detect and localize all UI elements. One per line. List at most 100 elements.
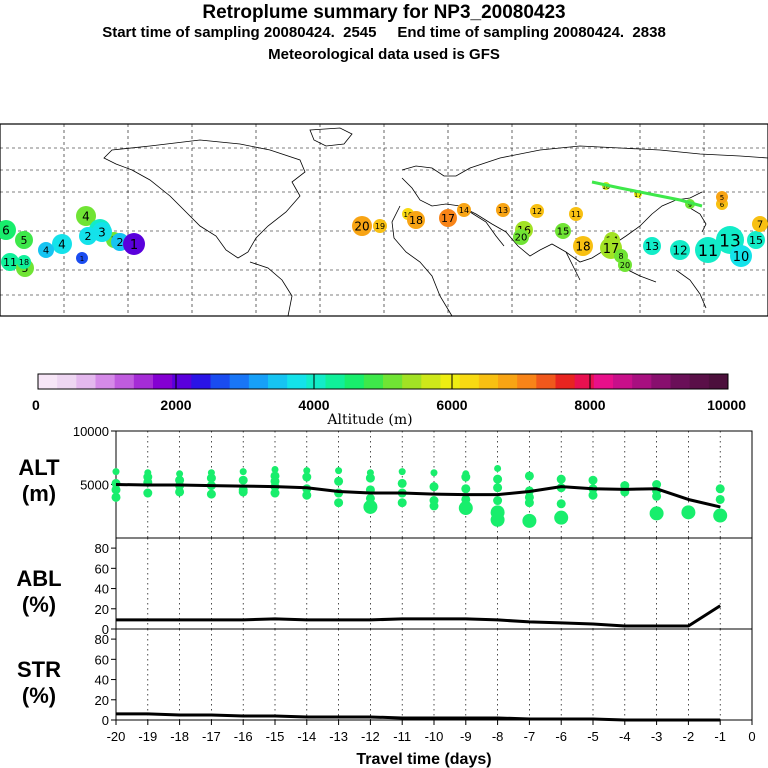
trajectory-day-label: 18 — [409, 214, 423, 227]
altitude-point — [363, 499, 378, 514]
trajectory-marker — [373, 219, 387, 233]
altitude-point — [494, 464, 502, 472]
trajectory-marker — [123, 233, 145, 255]
altitude-point — [176, 470, 184, 478]
met-data-label: Meteorological data used is GFS — [268, 46, 500, 63]
trajectory-day-label: 4 — [43, 246, 49, 257]
trajectory-day-label: 8 — [618, 252, 623, 261]
y-tick-label: 5000 — [80, 478, 109, 493]
trajectory-day-label: 5 — [720, 194, 724, 202]
end-time-label: End time of sampling 20080424. 2838 — [397, 24, 666, 41]
colorbar-tick-label: 8000 — [574, 397, 605, 413]
trajectory-marker — [513, 229, 529, 245]
y-tick-label: 60 — [95, 652, 109, 667]
altitude-point — [715, 494, 725, 504]
trajectory-day-label: 6 — [720, 201, 725, 209]
altitude-point — [490, 512, 505, 527]
y-tick-label: 10000 — [73, 424, 109, 439]
trajectory-day-label: 3 — [98, 226, 106, 240]
trajectory-day-label: 1 — [130, 238, 138, 253]
altitude-point — [461, 472, 471, 482]
trajectory-day-label: 20 — [515, 233, 528, 244]
y-tick-label: 0 — [102, 713, 109, 728]
colorbar-swatch — [344, 374, 365, 389]
coastlines — [103, 127, 768, 317]
trajectory-marker — [573, 236, 593, 256]
panel-altitude: 5000 10000 ALT(m) — [18, 424, 753, 539]
altitude-point — [493, 496, 503, 506]
trajectory-marker — [643, 237, 661, 255]
start-time-label: Start time of sampling 20080424. 2545 — [102, 24, 377, 41]
altitude-point — [206, 473, 216, 483]
colorbar-title: Altitude (m) — [326, 412, 412, 428]
trajectory-day-label: 5 — [21, 234, 28, 247]
colorbar-tick-label: 0 — [32, 397, 40, 413]
altitude-point — [175, 487, 185, 497]
trajectory-day-label: 7 — [757, 220, 763, 231]
altitude-point — [111, 492, 121, 502]
altitude-point — [238, 487, 248, 497]
x-tick-label: -1 — [714, 729, 726, 744]
x-tick-label: -8 — [492, 729, 504, 744]
colorbar-swatch — [555, 374, 576, 389]
x-tick-label: -19 — [138, 729, 157, 744]
y-tick-label: 20 — [95, 602, 109, 617]
trajectory-day-label: 20 — [620, 261, 630, 270]
trajectory-marker — [17, 255, 31, 269]
trajectory-marker — [439, 209, 457, 227]
colorbar-tick-labels: 0 2000 4000 6000 8000 10000 — [32, 374, 746, 413]
trajectory-path — [591, 180, 703, 208]
trajectory-marker — [496, 203, 510, 217]
colorbar-swatch — [383, 374, 403, 389]
altitude-point — [430, 469, 438, 477]
y-axis-label: STR — [17, 657, 61, 682]
x-tick-label: -20 — [107, 729, 126, 744]
trajectory-day-label: 17 — [634, 192, 642, 199]
colorbar-swatch — [133, 374, 154, 389]
altitude-point — [524, 471, 534, 481]
colorbar-swatch — [517, 374, 537, 389]
x-tick-label: -14 — [297, 729, 316, 744]
colorbar-swatch — [651, 374, 671, 389]
colorbar-swatch — [306, 374, 326, 389]
y-axis-unit-label: (m) — [22, 481, 56, 506]
trajectory-day-label: 13 — [719, 231, 741, 251]
trajectory-day-label: 6 — [2, 224, 10, 238]
trajectory-marker — [92, 222, 112, 242]
altitude-point — [652, 491, 662, 501]
colorbar-swatch — [248, 374, 269, 389]
trajectory-day-label: 13 — [498, 206, 508, 215]
colorbar-frame — [37, 373, 729, 390]
x-tick-label: -2 — [683, 729, 695, 744]
y-tick-label: 20 — [95, 693, 109, 708]
trajectory-day-label: 1 — [80, 255, 84, 263]
colorbar-swatch — [76, 374, 96, 389]
altitude-point — [335, 467, 343, 475]
altitude-point — [461, 484, 471, 494]
trajectory-marker — [618, 258, 632, 272]
altitude-point — [271, 466, 279, 474]
trajectory-day-label: 16 — [602, 184, 610, 191]
altitude-point — [270, 488, 280, 498]
y-tick-label: 60 — [95, 561, 109, 576]
altitude-point — [238, 475, 248, 485]
trajectory-marker — [695, 237, 721, 263]
trajectory-day-label: 12 — [672, 244, 687, 258]
trajectory-day-label: 17 — [441, 212, 455, 225]
altitude-point — [334, 476, 344, 486]
time-series-panels: 500010000ALT(m)020406080ABL(%)020406080S… — [16, 424, 755, 768]
colorbar-swatch — [268, 374, 288, 389]
x-tick-label: -6 — [555, 729, 567, 744]
panel-abl: 0 20 40 60 80 ABL(%) — [16, 537, 753, 637]
colorbar-swatch — [325, 374, 346, 389]
colorbar-swatch — [229, 374, 250, 389]
trajectory-day-label: 4 — [82, 210, 90, 224]
altitude-point — [239, 468, 247, 476]
colorbar-swatch — [114, 374, 135, 389]
altitude-point — [524, 498, 534, 508]
colorbar-swatch — [574, 374, 595, 389]
altitude-point — [493, 474, 503, 484]
altitude-point — [556, 474, 566, 484]
y-axis-unit-label: (%) — [22, 683, 56, 708]
altitude-point — [556, 499, 566, 509]
